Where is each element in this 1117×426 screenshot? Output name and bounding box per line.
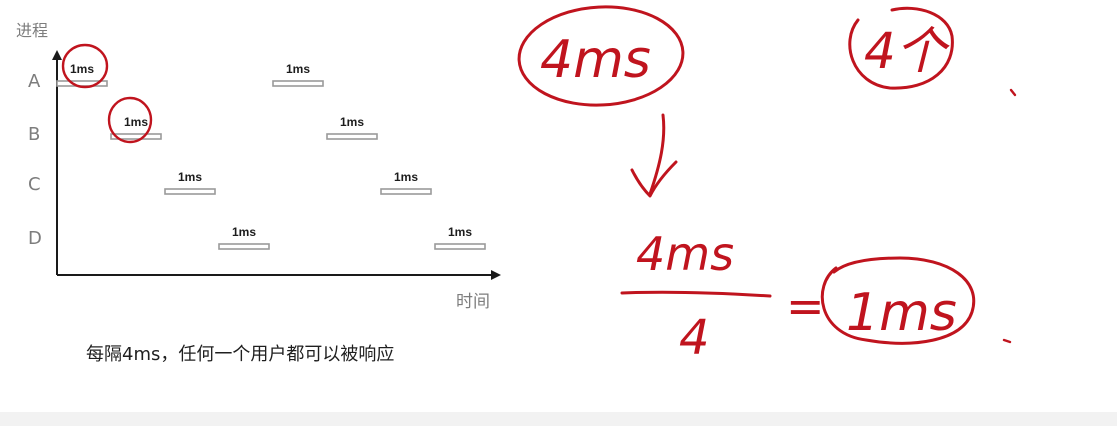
- ink-dot-bottom: [1002, 338, 1012, 344]
- slice-bar-a-4: [272, 80, 324, 87]
- slice-bar-b-1: [110, 133, 162, 140]
- ink-circle-1ms: [820, 256, 976, 345]
- slice-bar-c-2: [164, 188, 216, 195]
- diagram-caption: 每隔4ms，任何一个用户都可以被响应: [86, 344, 394, 365]
- slice-label-d-7: 1ms: [448, 225, 472, 239]
- ink-arrow-shaft: [648, 113, 666, 196]
- slice-label-c-2: 1ms: [178, 170, 202, 184]
- ink-circle-4ms: [517, 5, 685, 107]
- handwritten-annotations: 4ms 4个 4ms 4 = 1ms: [61, 5, 1017, 366]
- slice-bar-d-7: [434, 243, 486, 250]
- row-label-c: C: [28, 174, 41, 195]
- equals-sign: =: [786, 279, 825, 333]
- slice-label-c-6: 1ms: [394, 170, 418, 184]
- y-axis-label: 进程: [16, 21, 48, 40]
- slice-bar-b-5: [326, 133, 378, 140]
- note-4ms: 4ms: [540, 30, 651, 90]
- fraction-bar: [620, 290, 772, 298]
- slice-bar-d-3: [218, 243, 270, 250]
- slice-label-d-3: 1ms: [232, 225, 256, 239]
- process-timeline-diagram: 进程 A B C D 时间 1ms 1ms 1ms 1ms 1ms 1ms 1ms 1ms 每…: [16, 21, 501, 365]
- ink-circle-4-count: [848, 6, 954, 90]
- fraction-numerator: 4ms: [636, 227, 734, 281]
- ink-dot-top: [1009, 88, 1017, 97]
- time-slice-bars: 1ms 1ms 1ms 1ms 1ms 1ms 1ms 1ms: [56, 62, 486, 250]
- slice-label-a-4: 1ms: [286, 62, 310, 76]
- fraction-denominator: 4: [679, 310, 710, 366]
- note-4-count: 4个: [864, 22, 951, 80]
- slice-label-a-0: 1ms: [70, 62, 94, 76]
- slice-label-b-1: 1ms: [124, 115, 148, 129]
- ink-circle-a-slice: [61, 43, 109, 89]
- row-label-d: D: [28, 228, 42, 249]
- row-label-b: B: [28, 124, 40, 145]
- x-axis-label: 时间: [456, 292, 490, 312]
- result-1ms: 1ms: [846, 283, 957, 343]
- bottom-strip: [0, 412, 1117, 426]
- slice-label-b-5: 1ms: [340, 115, 364, 129]
- row-label-a: A: [28, 71, 41, 92]
- ink-circle-b-slice: [107, 96, 153, 144]
- slice-bar-c-6: [380, 188, 432, 195]
- ink-arrow-head: [630, 160, 678, 198]
